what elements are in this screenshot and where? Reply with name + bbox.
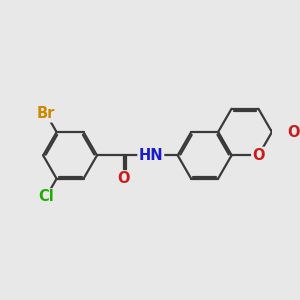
- Text: HN: HN: [139, 148, 163, 163]
- Text: Br: Br: [37, 106, 55, 122]
- Text: O: O: [118, 171, 130, 186]
- Text: Cl: Cl: [38, 189, 54, 204]
- Text: O: O: [252, 148, 265, 163]
- Text: O: O: [288, 124, 300, 140]
